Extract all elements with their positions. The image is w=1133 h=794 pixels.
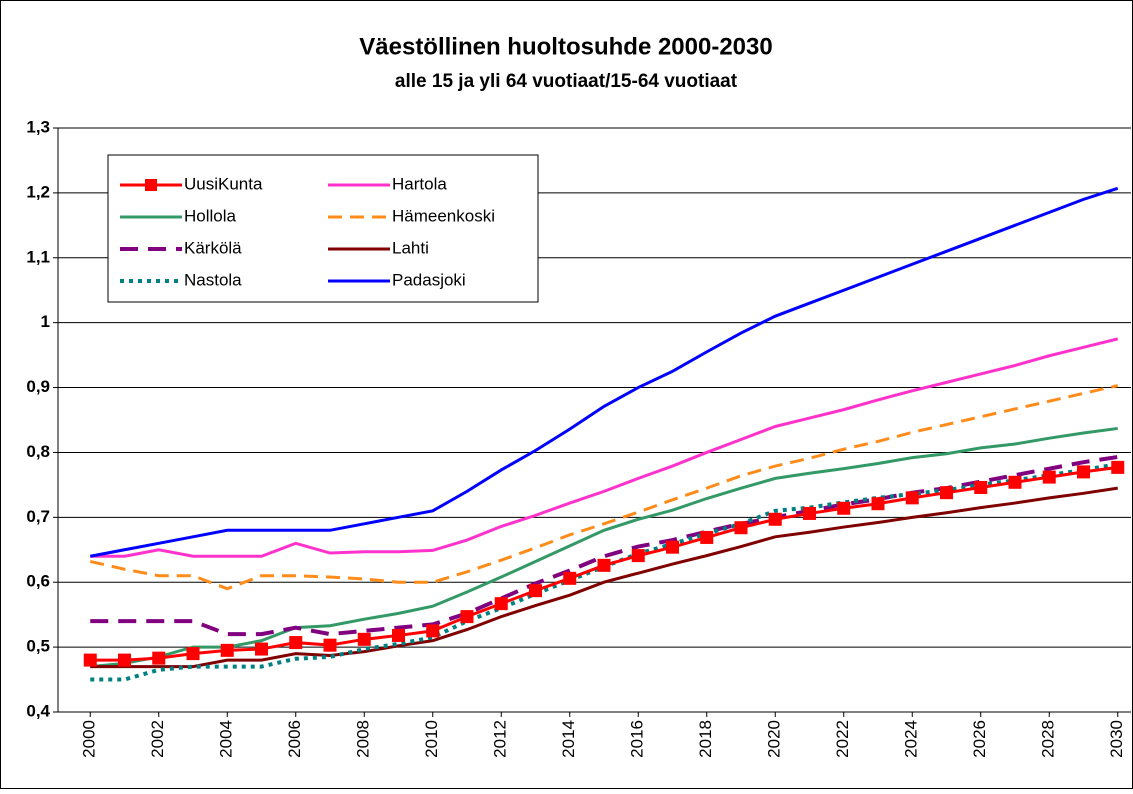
- series-marker: [426, 624, 440, 638]
- x-tick-label: 2022: [833, 720, 852, 758]
- y-tick-label: 1,1: [26, 247, 50, 266]
- y-tick-label: 0,4: [26, 701, 50, 720]
- series-marker: [1077, 465, 1090, 479]
- x-tick-label: 2008: [354, 720, 373, 758]
- y-tick-label: 0,8: [26, 442, 50, 461]
- series-marker: [118, 653, 131, 667]
- x-tick-label: 2006: [285, 720, 304, 758]
- series-marker: [392, 628, 405, 642]
- series-marker: [803, 506, 816, 520]
- x-tick-label: 2024: [902, 720, 921, 758]
- y-tick-label: 0,5: [26, 637, 50, 656]
- series-marker: [734, 521, 748, 535]
- series-marker: [186, 647, 200, 661]
- legend-label: Nastola: [184, 270, 242, 289]
- y-tick-label: 1: [41, 312, 50, 331]
- series-marker: [974, 480, 988, 494]
- series-marker: [905, 491, 919, 505]
- series-marker: [323, 638, 337, 652]
- legend-box: [107, 154, 539, 303]
- series-marker: [768, 512, 782, 526]
- series-marker: [940, 486, 953, 500]
- legend-label: Kärkölä: [184, 238, 242, 257]
- series-marker: [1111, 460, 1125, 474]
- series-marker: [631, 549, 645, 563]
- series-marker: [700, 530, 714, 544]
- x-tick-label: 2018: [696, 720, 715, 758]
- legend-label: Hartola: [392, 174, 447, 193]
- legend-label: Padasjoki: [392, 270, 466, 289]
- series-line: [89, 384, 1119, 591]
- legend-marker: [145, 179, 157, 191]
- legend-label: Lahti: [392, 238, 429, 257]
- legend-label: UusiKunta: [184, 174, 263, 193]
- series-line: [89, 186, 1119, 558]
- series-marker: [563, 571, 577, 585]
- series-marker: [1008, 475, 1022, 489]
- legend-label: Hollola: [184, 206, 237, 225]
- series-marker: [152, 651, 166, 665]
- x-tick-label: 2026: [970, 720, 989, 758]
- series-marker: [837, 501, 851, 515]
- series-marker: [255, 642, 268, 656]
- x-tick-label: 2000: [80, 720, 99, 758]
- x-tick-label: 2030: [1107, 720, 1126, 758]
- y-tick-label: 1,3: [26, 117, 50, 136]
- chart-title: Väestöllinen huoltosuhde 2000-2030: [359, 33, 772, 60]
- x-tick-label: 2020: [765, 720, 784, 758]
- chart-subtitle: alle 15 ja yli 64 vuotiaat/15-64 vuotiaa…: [395, 71, 738, 92]
- series-marker: [357, 632, 371, 646]
- series-line: [90, 426, 1118, 669]
- series-marker: [597, 558, 611, 572]
- series-marker: [666, 540, 679, 554]
- y-tick-label: 0,9: [26, 377, 50, 396]
- x-tick-label: 2028: [1039, 720, 1058, 758]
- x-tick-label: 2012: [491, 720, 510, 758]
- legend-label: Hämeenkoski: [392, 206, 495, 225]
- x-tick-label: 2014: [559, 720, 578, 758]
- y-tick-label: 0,6: [26, 572, 50, 591]
- x-tick-label: 2016: [628, 720, 647, 758]
- y-tick-label: 0,7: [26, 507, 50, 526]
- series-marker: [529, 584, 542, 598]
- series-marker: [494, 597, 508, 611]
- series-marker: [871, 497, 885, 511]
- x-tick-label: 2010: [422, 720, 441, 758]
- x-tick-label: 2004: [217, 720, 236, 758]
- series-marker: [83, 653, 97, 667]
- x-tick-label: 2002: [148, 720, 167, 758]
- series-marker: [460, 610, 474, 624]
- series-line: [90, 486, 1118, 669]
- series-line: [90, 337, 1119, 558]
- series-marker: [220, 643, 234, 657]
- series-marker: [1042, 470, 1056, 484]
- series-marker: [289, 636, 303, 650]
- y-tick-label: 1,2: [26, 182, 50, 201]
